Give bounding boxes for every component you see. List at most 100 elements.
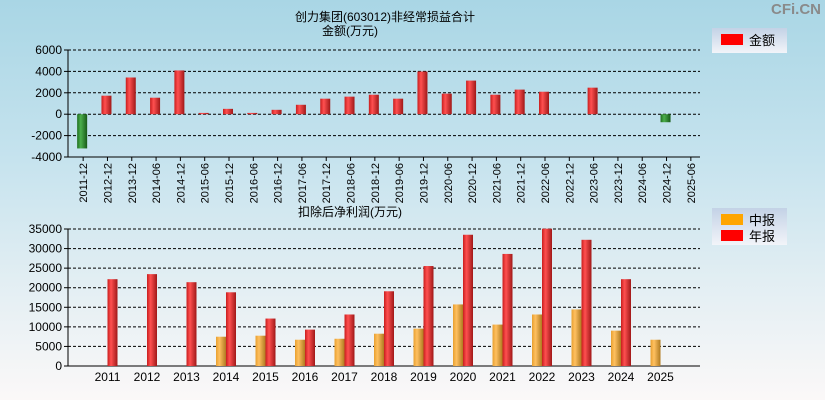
- chart1-bar: [393, 98, 404, 115]
- chart2-bar-interim: [334, 338, 345, 366]
- chart1-bar: [198, 112, 209, 115]
- chart1-xtick-label: 2014-12: [175, 163, 187, 203]
- chart2-ytick-label: 35000: [29, 222, 63, 236]
- chart2-xtick-label: 2014: [213, 370, 240, 384]
- chart1-xtick-label: 2021-06: [491, 163, 503, 203]
- chart1-xtick-label: 2022-12: [564, 163, 576, 203]
- chart1-bar: [514, 89, 525, 115]
- chart2-bar-annual: [226, 292, 236, 366]
- chart2-bar-interim: [255, 335, 266, 366]
- chart2-xtick-label: 2019: [410, 370, 437, 384]
- chart1-bar: [223, 108, 233, 115]
- chart1-xtick-label: 2022-06: [540, 163, 552, 203]
- chart1-xtick-label: 2024-12: [662, 163, 674, 203]
- chart1-bar: [150, 97, 161, 115]
- chart1-bar: [344, 96, 355, 115]
- legend-label: 年报: [749, 228, 776, 244]
- chart1-legend: 金额: [712, 28, 787, 53]
- chart2-bar-annual: [621, 279, 631, 366]
- chart1-bar: [125, 77, 136, 115]
- chart1-ylabel: 金额(万元): [322, 23, 378, 38]
- chart2-bar-interim: [216, 336, 226, 366]
- chart2-ytick-label: 15000: [29, 300, 63, 314]
- chart1-bar: [587, 87, 598, 115]
- chart1-xtick-label: 2013-12: [127, 163, 139, 203]
- chart1-title: 创力集团(603012)非经常损益合计: [295, 9, 475, 24]
- chart2-xtick-label: 2023: [568, 370, 595, 384]
- chart2-bar-interim: [571, 309, 582, 366]
- chart2-bar-annual: [107, 279, 118, 366]
- chart1-xtick-label: 2014-06: [151, 163, 163, 203]
- chart2-xtick-label: 2018: [371, 370, 398, 384]
- chart2-ytick-label: 10000: [29, 320, 63, 334]
- chart1-ytick-label: -2000: [31, 129, 62, 143]
- chart2-xtick-label: 2013: [173, 370, 200, 384]
- chart2-bar-annual: [463, 234, 473, 366]
- chart1-bar: [295, 104, 306, 115]
- legend-item: 中报: [712, 211, 787, 228]
- chart2-bar-interim: [492, 324, 503, 366]
- chart2-bar-interim: [453, 304, 463, 366]
- chart1-xtick-label: 2016-12: [273, 163, 285, 203]
- chart1-ytick-label: -4000: [31, 150, 62, 164]
- chart2-xtick-label: 2015: [252, 370, 279, 384]
- chart2-ytick-label: 25000: [29, 261, 63, 275]
- chart2-xtick-label: 2016: [292, 370, 319, 384]
- chart1-ytick-label: 0: [55, 107, 62, 121]
- chart2-bar-annual: [265, 318, 276, 366]
- chart2-xtick-label: 2012: [134, 370, 161, 384]
- chart1-bar: [660, 114, 671, 123]
- chart1-xtick-label: 2024-06: [637, 163, 649, 203]
- chart2-bar-interim: [611, 330, 621, 366]
- chart1-xtick-label: 2018-06: [346, 163, 358, 203]
- chart1-xtick-label: 2020-12: [467, 163, 479, 203]
- chart2-xtick-label: 2021: [489, 370, 516, 384]
- chart2-xtick-label: 2025: [647, 370, 674, 384]
- chart2-bar-annual: [344, 314, 355, 366]
- legend-swatch: [721, 229, 743, 241]
- chart2-legend: 中报 年报: [712, 208, 787, 245]
- chart1-ytick-label: 6000: [35, 43, 62, 57]
- chart1-bar: [417, 71, 428, 115]
- chart2-bar-annual: [581, 239, 592, 366]
- chart1-xtick-label: 2023-06: [589, 163, 601, 203]
- chart1-xtick-label: 2017-12: [321, 163, 333, 203]
- chart1-xtick-label: 2019-12: [418, 163, 430, 203]
- chart1-bar: [247, 112, 258, 115]
- chart1-bar: [490, 94, 501, 115]
- chart1-xtick-label: 2011-12: [78, 163, 90, 203]
- chart2-bar-annual: [186, 282, 197, 366]
- watermark: CFi.CN: [771, 1, 821, 18]
- chart1-bar: [441, 93, 452, 115]
- chart1-xtick-label: 2016-06: [248, 163, 260, 203]
- chart1-bar: [174, 70, 185, 115]
- chart2-ytick-label: 30000: [29, 242, 63, 256]
- chart1-xtick-label: 2020-06: [443, 163, 455, 203]
- chart1-xtick-label: 2025-06: [686, 163, 698, 203]
- chart1-xtick-label: 2017-06: [297, 163, 309, 203]
- chart2-ytick-label: 5000: [35, 339, 62, 353]
- chart2-xtick-label: 2011: [95, 370, 121, 384]
- chart2-xtick-label: 2020: [450, 370, 477, 384]
- chart2-bar-interim: [650, 339, 661, 366]
- chart1-xtick-label: 2015-12: [224, 163, 236, 203]
- chart1-bar: [466, 80, 477, 115]
- chart1-xtick-label: 2012-12: [102, 163, 114, 203]
- chart2-bar-annual: [305, 329, 315, 366]
- chart2-xtick-label: 2017: [331, 370, 358, 384]
- chart1-bar: [101, 95, 112, 115]
- chart2-bar-annual: [147, 274, 157, 366]
- chart2-bar-annual: [423, 266, 434, 366]
- chart1-xtick-label: 2021-12: [516, 163, 528, 203]
- chart1-xtick-label: 2019-06: [394, 163, 406, 203]
- chart1-bar: [77, 114, 88, 149]
- legend-item: 金额: [712, 31, 787, 48]
- chart2-ytick-label: 20000: [29, 281, 63, 295]
- chart1-ytick-label: 2000: [35, 86, 62, 100]
- chart2-bar-interim: [374, 333, 384, 366]
- chart1-bar: [368, 94, 379, 115]
- legend-swatch: [721, 33, 743, 45]
- chart1-ytick-label: 4000: [35, 64, 62, 78]
- chart2-title: 扣除后净利润(万元): [298, 204, 402, 219]
